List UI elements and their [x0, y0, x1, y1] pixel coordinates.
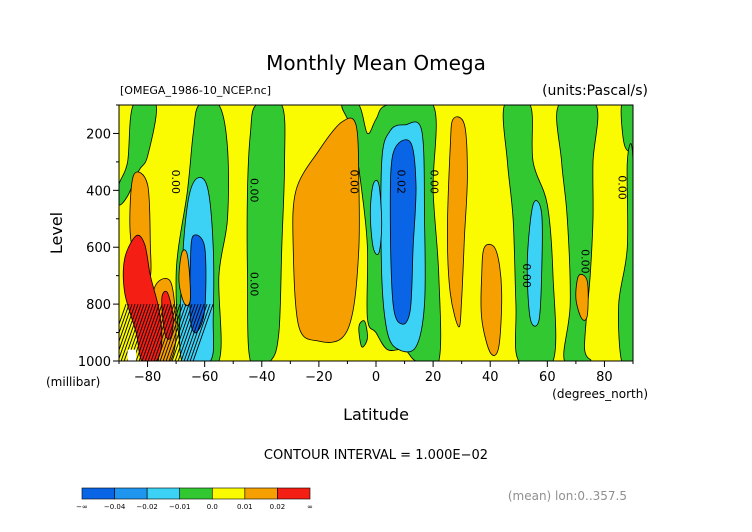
contour-region-lightblue-2: [369, 179, 383, 255]
colorbar-swatch: [179, 487, 213, 500]
x-tick-label: −80: [134, 370, 161, 385]
y-tick-label: 800: [86, 298, 111, 313]
x-axis-title: Latitude: [343, 405, 409, 424]
contour-region-orange-5: [178, 249, 191, 307]
hatch-line: [171, 303, 193, 361]
hatch-line: [174, 303, 196, 361]
contour-region-orange-0: [292, 117, 360, 343]
hatch-line: [119, 303, 127, 326]
y-tick-label: 1000: [78, 355, 111, 370]
contour-region-green-2: [246, 105, 286, 361]
hatch-line: [180, 303, 202, 361]
contour-label-2: 0.00: [247, 272, 260, 297]
contour-label-1: 0.00: [247, 178, 260, 203]
contour-interval-text: CONTOUR INTERVAL = 1.000E−02: [264, 448, 488, 463]
colorbar-label: −0.04: [104, 503, 126, 511]
x-tick-label: −40: [248, 370, 275, 385]
colorbar-swatch: [211, 487, 246, 500]
hatch-line: [119, 303, 136, 352]
contour-region-green-0: [119, 105, 157, 206]
x-tick-label: 40: [482, 370, 499, 385]
y-axis-units: (millibar): [46, 375, 100, 389]
contour-region-orange-2: [480, 243, 503, 356]
colorbar-swatch: [277, 487, 311, 500]
contour-label-5: 0.00: [427, 170, 440, 195]
hatch-line: [165, 303, 187, 361]
contour-region-lightblue-3: [526, 200, 543, 327]
hatch-line: [183, 303, 205, 361]
hatch-line: [168, 303, 190, 361]
x-tick-label: 0: [372, 370, 380, 385]
x-axis: −80 −60 −40 −20 0 20 40 60 80: [118, 361, 634, 385]
hatch-line: [147, 303, 169, 361]
colorbar-label: 0.02: [270, 503, 286, 511]
contour-region-orange-1: [446, 116, 468, 328]
x-tick-label: 60: [539, 370, 556, 385]
contour-region-green-7: [620, 105, 633, 152]
hatch-line: [186, 303, 208, 361]
x-axis-units: (degrees_north): [552, 387, 648, 401]
y-tick-label: 600: [86, 241, 111, 256]
contour-label-6: 0.00: [520, 263, 533, 288]
contour-labels: 0.00 0.00 0.00 0.00 0.02 0.00 0.00 0.00 0.00: [169, 170, 629, 297]
x-tick-label: 80: [596, 370, 613, 385]
hatch-line: [150, 303, 172, 361]
y-axis: 1000 800 600 400 200: [78, 104, 119, 370]
hatch-line: [159, 303, 181, 361]
contour-region-green-8: [618, 143, 633, 361]
footer-text: (mean) lon:0..357.5: [508, 489, 627, 503]
hatch-line: [144, 303, 166, 361]
colorbar: −∞ −0.04 −0.02 −0.01 0.0 0.01 0.02 ∞: [76, 487, 313, 511]
hatch-line: [141, 303, 163, 361]
file-label: [OMEGA_1986-10_NCEP.nc]: [120, 84, 271, 97]
contour-region-red-0: [122, 234, 163, 361]
contour-label-4: 0.02: [394, 170, 407, 195]
colorbar-swatch: [114, 487, 148, 500]
hatch-line: [162, 303, 184, 361]
contour-label-7: 0.00: [579, 249, 592, 274]
colorbar-label: 0.0: [207, 503, 218, 511]
contour-label-0: 0.00: [169, 170, 182, 195]
x-tick-label: 20: [425, 370, 442, 385]
hatch-line: [132, 303, 154, 361]
hatch-line: [135, 303, 157, 361]
contour-label-8: 0.00: [616, 175, 629, 200]
hatch-line: [156, 303, 178, 361]
y-tick-label: 400: [86, 184, 111, 199]
hatch-line: [120, 303, 142, 361]
hatched-region: [119, 303, 214, 361]
colorbar-swatch: [81, 487, 115, 500]
chart-title: Monthly Mean Omega: [266, 51, 486, 75]
hatch-line: [123, 303, 145, 361]
x-tick-label: −20: [305, 370, 332, 385]
x-tick-label: −60: [191, 370, 218, 385]
contour-region-orange-6: [575, 274, 589, 321]
y-axis-title: Level: [47, 212, 66, 254]
hatch-line: [189, 303, 211, 361]
hatch-line: [119, 303, 133, 343]
colorbar-label: −0.01: [169, 503, 190, 511]
colorbar-swatch: [146, 487, 181, 500]
colorbar-swatch: [244, 487, 278, 500]
y-tick-label: 200: [86, 127, 111, 142]
contour-region-green-4: [358, 320, 368, 348]
missing-data-patch: [127, 349, 137, 361]
hatch-line: [138, 303, 160, 361]
hatch-line: [153, 303, 175, 361]
colorbar-label: ∞: [307, 503, 313, 511]
colorbar-label: −∞: [76, 503, 88, 511]
hatch-line: [119, 303, 139, 360]
plot-area: 0.00 0.00 0.00 0.00 0.02 0.00 0.00 0.00 0.00: [119, 105, 633, 361]
contour-region-blue-0: [389, 139, 417, 325]
hatch-line: [192, 303, 214, 361]
colorbar-label: −0.02: [136, 503, 157, 511]
contour-region-blue-1: [189, 234, 207, 334]
colorbar-label: 0.01: [237, 503, 253, 511]
hatch-line: [177, 303, 199, 361]
units-label: (units:Pascal/s): [542, 83, 648, 99]
contour-label-3: 0.00: [347, 170, 360, 195]
